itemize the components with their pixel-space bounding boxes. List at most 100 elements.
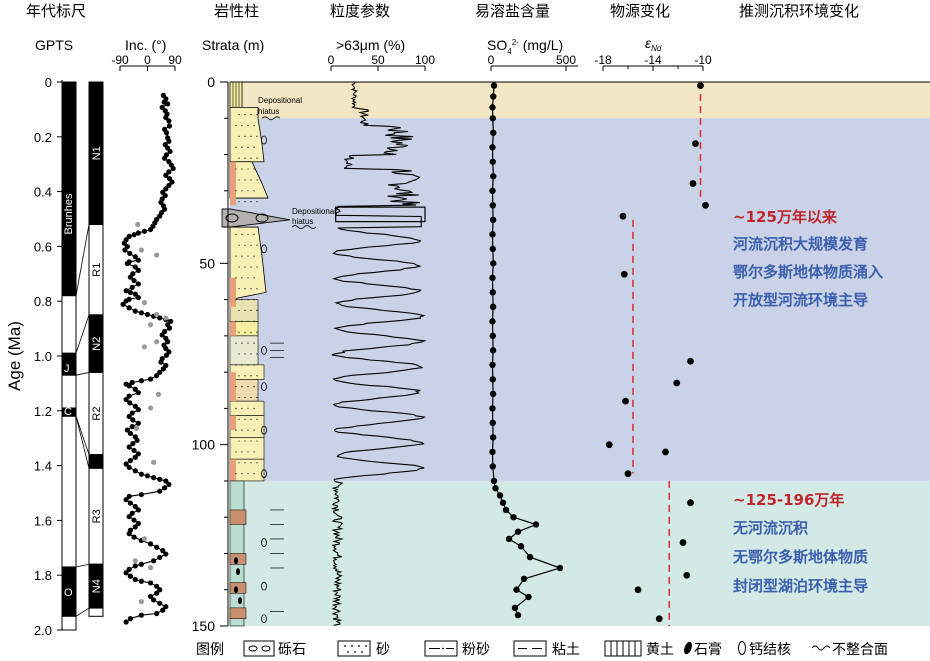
- sand-dot: [235, 342, 237, 344]
- sand-dot: [250, 418, 252, 420]
- inc-point: [132, 308, 138, 314]
- inc-point: [124, 260, 130, 267]
- polarity-label: R3: [91, 509, 103, 523]
- sand-dot: [244, 244, 246, 246]
- correlation-line: [75, 224, 90, 296]
- age-axis: 0 0.2 0.4 0.6 0.8 1.0 1.2 1.4 1.6 1.8 2.0: [34, 75, 63, 638]
- clay-strip: [230, 161, 236, 206]
- age-tick-label: 1.4: [34, 459, 52, 474]
- hiatus-label-1a: Depositional: [258, 96, 302, 105]
- inc-point: [154, 544, 160, 550]
- sand-dot: [244, 331, 246, 333]
- inc-point: [138, 578, 144, 584]
- lake-brown-band: [229, 553, 247, 565]
- sand-dot: [250, 288, 252, 290]
- sand-dot: [250, 157, 252, 159]
- end-point: [687, 499, 694, 507]
- end-point: [697, 82, 704, 90]
- correlation-line: [75, 416, 90, 469]
- inc-point: [123, 619, 129, 625]
- sand-dot: [256, 375, 258, 377]
- inc-point: [131, 232, 137, 238]
- subheader-so4: SO42- (mg/L): [487, 37, 563, 56]
- sand-dot: [256, 135, 258, 137]
- lake-brown-band: [229, 607, 247, 619]
- inc-point: [144, 473, 151, 479]
- inc-point: [163, 478, 169, 484]
- inc-point: [131, 447, 137, 454]
- so4-point: [489, 448, 496, 456]
- inc-point: [126, 444, 132, 450]
- so4-point: [489, 115, 496, 122]
- sand-dot: [250, 201, 252, 203]
- hiatus-label-1b: hiatus: [258, 107, 279, 116]
- gypsum-symbol: [234, 586, 238, 594]
- legend-nodule-swatch: [738, 641, 746, 655]
- sand-dot: [244, 353, 246, 355]
- calcareous-nodule: [261, 135, 267, 145]
- sand-dot: [247, 168, 249, 170]
- inc-point: [157, 554, 163, 561]
- so4-point: [489, 434, 497, 441]
- sand-dot: [253, 473, 255, 475]
- unconformity-mark: [291, 225, 317, 229]
- sand-dot: [253, 233, 255, 235]
- inc-point: [160, 366, 166, 372]
- inc-point: [163, 604, 169, 610]
- legend-unconformity-swatch: [811, 645, 831, 651]
- inc-point: [144, 311, 151, 318]
- so4-point: [489, 303, 497, 311]
- inc-point: [123, 497, 129, 503]
- so4-point: [514, 611, 522, 619]
- sand-dot: [253, 190, 255, 192]
- sand-dot: [247, 473, 249, 475]
- end-point: [624, 470, 632, 478]
- gpts-right-column: N1 R1 N2 R2 R3 N4: [88, 81, 104, 617]
- polarity-label: N1: [91, 146, 103, 160]
- age-tick-label: 0.6: [34, 239, 52, 254]
- inc-point: [141, 228, 148, 234]
- sand-dot: [244, 157, 246, 159]
- inc-grey-point: [163, 315, 169, 321]
- sand-dot: [247, 407, 249, 409]
- environment-zones: [230, 81, 930, 626]
- so4-plot: [489, 82, 564, 619]
- inc-point: [132, 563, 138, 569]
- grain-tick-label: 0: [328, 53, 335, 67]
- inc-point: [166, 325, 173, 331]
- annotation-upper-line: 河流沉积大规模发育: [733, 235, 868, 253]
- sand-dot: [244, 201, 246, 203]
- sand-dot: [235, 320, 237, 322]
- inc-point: [135, 230, 141, 236]
- polarity-block: [61, 374, 77, 409]
- annotation-upper-line: 鄂尔多斯地体物质涌入: [733, 263, 883, 281]
- inc-point: [162, 485, 168, 491]
- inc-point: [135, 257, 141, 263]
- inc-point: [135, 281, 141, 287]
- inc-grey-point: [147, 322, 154, 328]
- gpts-left-column: [61, 81, 77, 631]
- inc-point: [163, 186, 169, 192]
- inc-point: [121, 240, 127, 246]
- end-point: [683, 571, 691, 579]
- inc-point: [163, 130, 170, 136]
- strata-layer: [229, 437, 265, 460]
- inc-point: [124, 427, 130, 433]
- clay-strip: [230, 372, 236, 402]
- inc-point: [127, 250, 133, 256]
- inc-point: [163, 352, 170, 358]
- end-point: [619, 212, 627, 220]
- sand-dot: [250, 353, 252, 355]
- polarity-block: [61, 81, 77, 297]
- annotation-upper-title: ~125万年以来: [733, 208, 838, 226]
- polarity-label: R1: [91, 263, 103, 277]
- sand-dot: [250, 135, 252, 137]
- sand-dot: [238, 157, 240, 159]
- end-point: [673, 379, 681, 387]
- legend-nodule: 钙结核: [749, 642, 791, 658]
- sand-dot: [244, 266, 246, 268]
- sand-dot: [253, 342, 255, 344]
- inc-point: [129, 410, 135, 416]
- inc-point: [160, 548, 166, 554]
- sand-dot: [247, 364, 249, 366]
